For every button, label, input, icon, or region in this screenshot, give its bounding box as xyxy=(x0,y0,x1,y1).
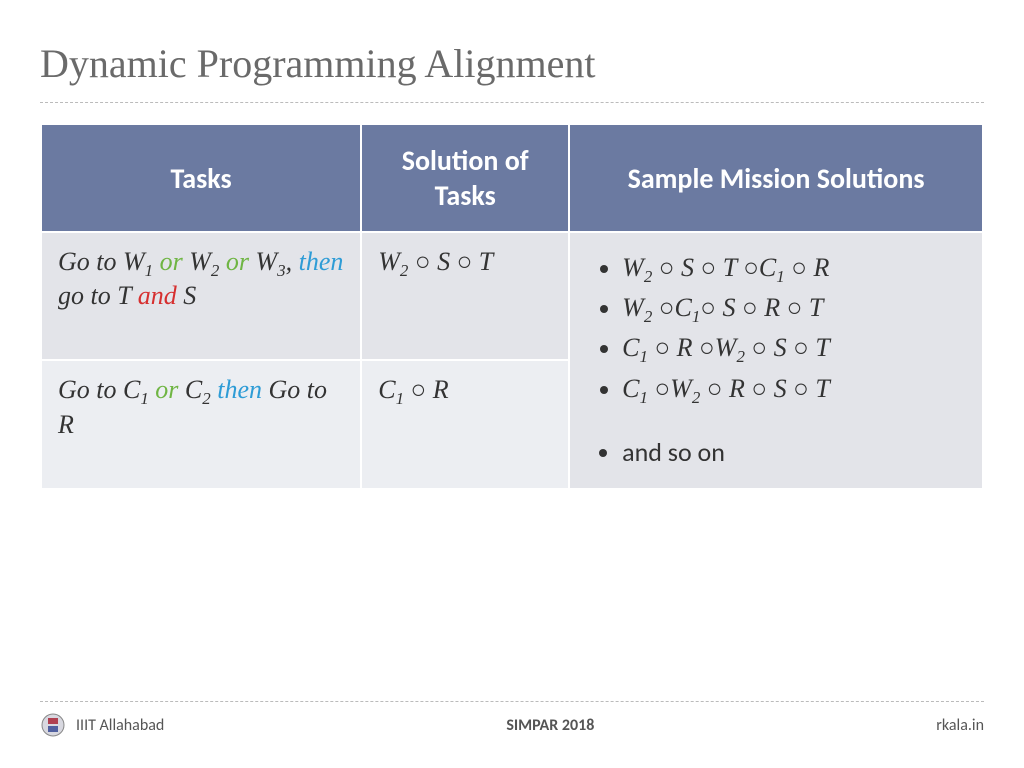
sample-item: W2 ○ S ○ T ○C1 ○ R xyxy=(622,253,966,287)
title-divider xyxy=(40,102,984,103)
header-tasks: Tasks xyxy=(42,125,360,231)
footer-left: IIIT Allahabad xyxy=(40,712,164,738)
header-solution: Solution of Tasks xyxy=(362,125,568,231)
table-header-row: Tasks Solution of Tasks Sample Mission S… xyxy=(42,125,982,231)
content-table-wrap: Tasks Solution of Tasks Sample Mission S… xyxy=(40,123,984,490)
solution-cell: W2 ○ S ○ T xyxy=(362,233,568,359)
task-cell: Go to W1 or W2 or W3, then go to T and S xyxy=(42,233,360,359)
footer-url: rkala.in xyxy=(936,716,984,735)
header-sample: Sample Mission Solutions xyxy=(570,125,982,231)
slide-footer: IIIT Allahabad SIMPAR 2018 rkala.in xyxy=(40,701,984,738)
slide-title: Dynamic Programming Alignment xyxy=(0,0,1024,102)
sample-list: W2 ○ S ○ T ○C1 ○ R W2 ○C1○ S ○ R ○ T C1 ○ … xyxy=(586,253,966,468)
footer-institute: IIIT Allahabad xyxy=(76,716,164,735)
institute-logo-icon xyxy=(40,712,66,738)
table-row: Go to W1 or W2 or W3, then go to T and S… xyxy=(42,233,982,359)
task-cell: Go to C1 or C2 then Go to R xyxy=(42,361,360,487)
solution-cell: C1 ○ R xyxy=(362,361,568,487)
footer-conference: SIMPAR 2018 xyxy=(506,716,594,735)
sample-trailing: and so on xyxy=(622,436,966,468)
sample-item: W2 ○C1○ S ○ R ○ T xyxy=(622,293,966,327)
footer-divider xyxy=(40,701,984,702)
alignment-table: Tasks Solution of Tasks Sample Mission S… xyxy=(40,123,984,490)
sample-item: C1 ○W2 ○ R ○ S ○ T xyxy=(622,374,966,408)
sample-item: C1 ○ R ○W2 ○ S ○ T xyxy=(622,333,966,367)
sample-cell: W2 ○ S ○ T ○C1 ○ R W2 ○C1○ S ○ R ○ T C1 ○ … xyxy=(570,233,982,488)
